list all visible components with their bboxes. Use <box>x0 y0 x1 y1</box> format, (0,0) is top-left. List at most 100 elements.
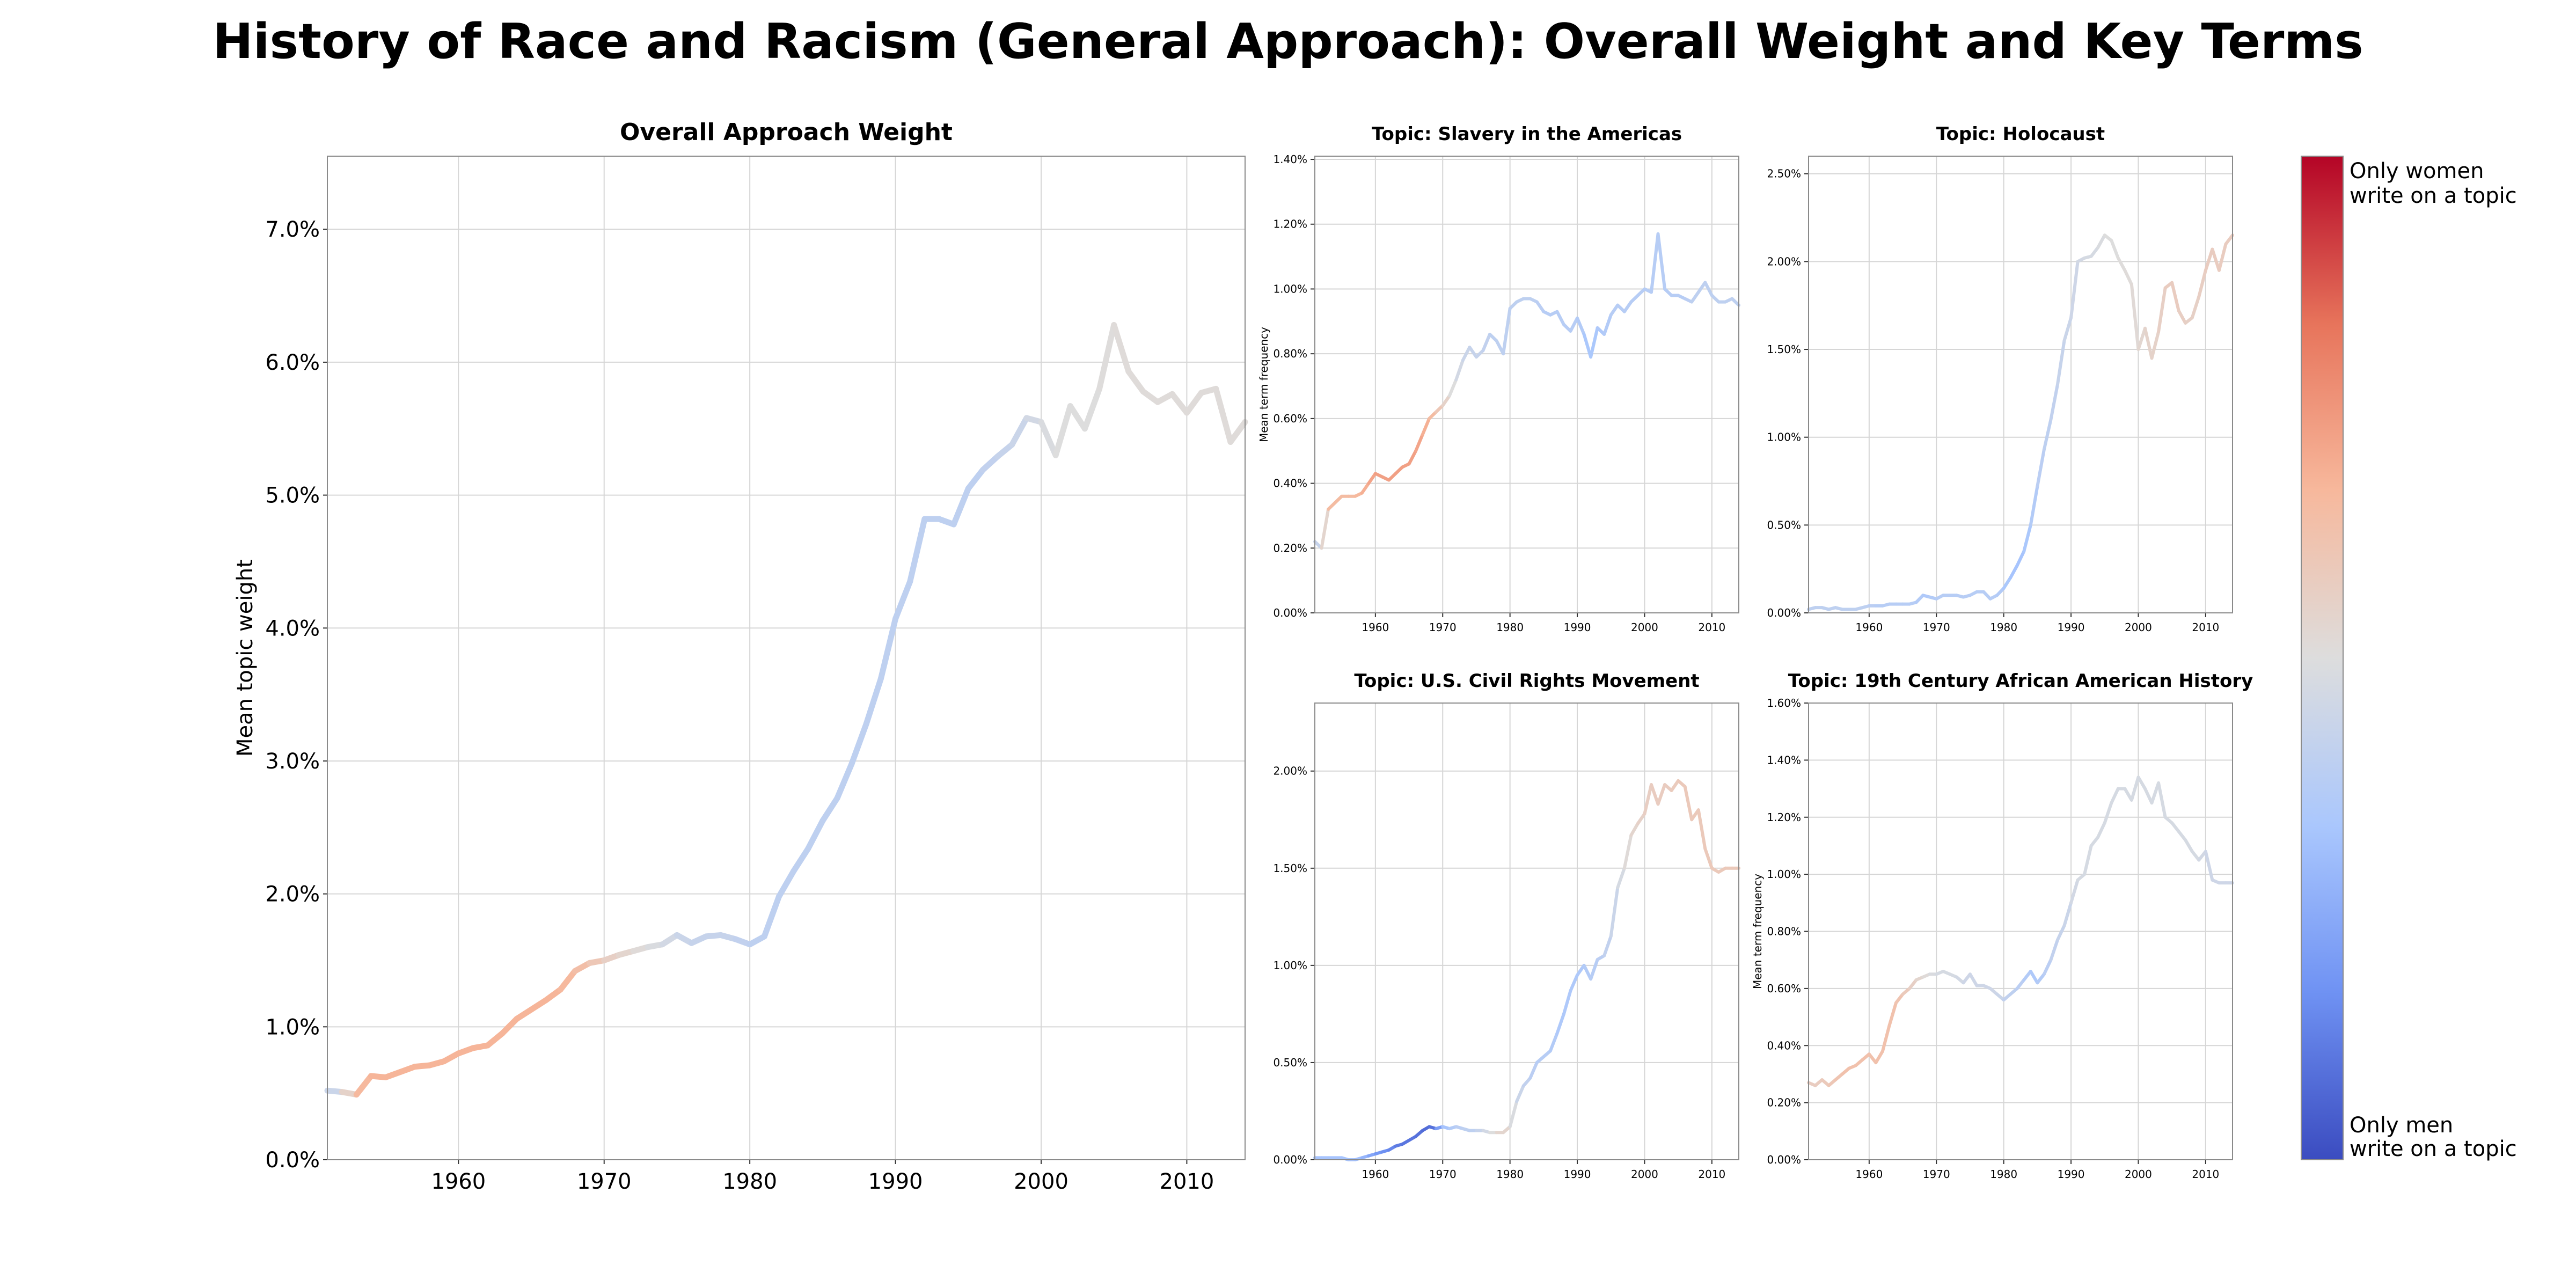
x-tick-label: 1980 <box>1496 621 1524 634</box>
plot-frame <box>1808 156 2233 613</box>
x-tick-label: 1970 <box>1923 621 1950 634</box>
line-segment <box>2083 844 2093 876</box>
line-segment <box>2036 972 2046 985</box>
line-segment <box>2015 550 2026 567</box>
line-segment <box>543 986 564 1004</box>
y-tick-label: 0.20% <box>1273 541 1307 554</box>
line-segment <box>2096 821 2106 839</box>
line-segment <box>2029 969 2039 985</box>
colorbar-top-label-line1: Only women <box>2350 159 2484 184</box>
line-segment <box>1602 934 1613 957</box>
y-tick-label: 0.80% <box>1767 925 1801 938</box>
line-segment <box>2197 268 2207 298</box>
x-tick-label: 2010 <box>1698 1168 1725 1181</box>
series-line <box>1807 775 2234 1087</box>
x-tick-label: 1960 <box>431 1169 486 1194</box>
line-segment <box>892 579 913 622</box>
x-tick-label: 1980 <box>1990 621 2017 634</box>
line-segment <box>863 675 884 727</box>
line-segment <box>1649 783 1660 806</box>
line-segment <box>1636 812 1646 825</box>
line-segment <box>1995 587 2006 597</box>
x-tick-label: 2010 <box>2192 1168 2219 1181</box>
line-segment <box>1227 419 1248 445</box>
line-segment <box>1441 394 1451 407</box>
x-tick-label: 1970 <box>1429 1168 1457 1181</box>
y-axis-label: Mean term frequency <box>1751 874 1764 989</box>
y-tick-label: 1.00% <box>1767 868 1801 881</box>
line-segment <box>1602 313 1613 336</box>
chart-title: Topic: 19th Century African American His… <box>1788 670 2253 692</box>
chart-title: Topic: U.S. Civil Rights Movement <box>1354 670 1699 692</box>
line-segment <box>2055 339 2066 386</box>
line-segment <box>2129 775 2140 802</box>
y-tick-label: 1.20% <box>1273 218 1307 231</box>
chart-title: Topic: Slavery in the Americas <box>1372 123 1682 145</box>
y-tick-label: 0.20% <box>1767 1096 1801 1109</box>
line-segment <box>2204 247 2214 272</box>
line-segment <box>979 453 1001 473</box>
line-segment <box>2129 282 2140 352</box>
line-segment <box>819 795 840 824</box>
line-segment <box>1067 403 1088 432</box>
y-tick-label: 0.60% <box>1273 412 1307 425</box>
line-segment <box>805 817 826 852</box>
line-segment <box>1414 433 1424 453</box>
line-segment <box>1656 232 1667 291</box>
line-segment <box>1169 391 1190 416</box>
chart-title: Overall Approach Weight <box>620 119 953 146</box>
x-tick-label: 1960 <box>1855 621 1883 634</box>
line-segment <box>1643 783 1653 816</box>
line-segment <box>877 616 899 682</box>
line-segment <box>2022 523 2032 553</box>
y-tick-label: 1.20% <box>1767 811 1801 824</box>
y-tick-label: 0.0% <box>265 1148 320 1173</box>
line-segment <box>1140 388 1161 405</box>
line-segment <box>1515 1084 1525 1103</box>
line-segment <box>2022 969 2032 982</box>
x-tick-label: 1980 <box>1990 1168 2017 1181</box>
line-segment <box>1576 963 1586 977</box>
line-segment <box>1582 332 1593 359</box>
line-segment <box>1125 368 1146 394</box>
line-segment <box>2062 901 2073 927</box>
line-segment <box>848 721 869 767</box>
y-tick-label: 1.0% <box>265 1015 320 1040</box>
x-tick-label: 1990 <box>1564 621 1591 634</box>
x-tick-label: 1990 <box>868 1169 923 1194</box>
line-segment <box>1569 973 1579 992</box>
x-tick-label: 2000 <box>2125 1168 2152 1181</box>
line-segment <box>1968 972 1979 987</box>
line-segment <box>950 485 971 528</box>
line-segment <box>1609 886 1620 938</box>
line-segment <box>1213 385 1234 445</box>
x-tick-label: 1980 <box>1496 1168 1524 1181</box>
line-segment <box>1622 833 1633 870</box>
line-segment <box>1982 590 1992 601</box>
line-segment <box>1081 385 1103 432</box>
line-segment <box>1562 989 1572 1016</box>
y-tick-label: 3.0% <box>265 749 320 774</box>
y-tick-label: 0.00% <box>1767 1153 1801 1166</box>
x-tick-label: 1970 <box>577 1169 632 1194</box>
plot-frame <box>1314 702 1739 1160</box>
y-tick-label: 6.0% <box>265 350 320 375</box>
y-tick-label: 0.50% <box>1273 1056 1307 1069</box>
y-tick-label: 2.00% <box>1767 255 1801 268</box>
line-segment <box>1421 416 1431 437</box>
y-tick-label: 1.00% <box>1273 282 1307 295</box>
line-segment <box>1555 310 1565 326</box>
colorbar-bottom-label-line2: write on a topic <box>2350 1137 2517 1161</box>
line-segment <box>2143 787 2154 805</box>
line-segment <box>1696 808 1707 851</box>
line-segment <box>2042 418 2053 451</box>
x-tick-label: 1960 <box>1362 1168 1389 1181</box>
line-segment <box>2217 242 2228 272</box>
line-segment <box>1582 963 1593 981</box>
y-tick-label: 0.80% <box>1273 347 1307 360</box>
line-segment <box>2009 564 2019 580</box>
line-segment <box>2190 850 2201 862</box>
line-segment <box>2123 787 2133 802</box>
line-segment <box>1009 415 1030 448</box>
line-segment <box>2103 801 2113 825</box>
